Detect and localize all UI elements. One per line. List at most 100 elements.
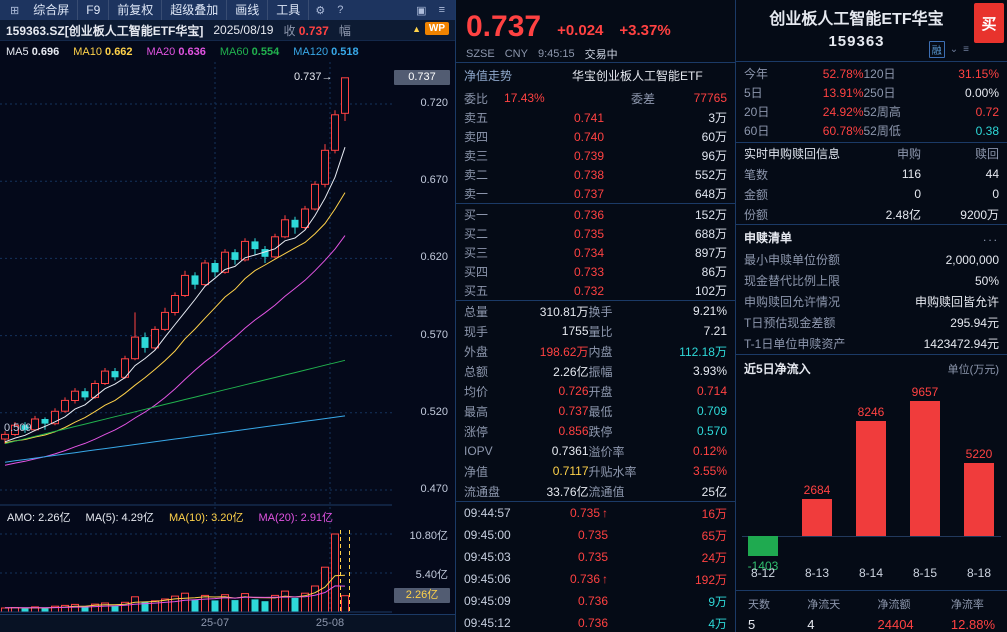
stat-value: 9.21% xyxy=(692,304,727,318)
perf-label: 52周低 xyxy=(863,124,901,138)
order-volume: 3万 xyxy=(708,111,727,125)
perf-label: 120日 xyxy=(863,67,896,81)
subscription-list-title: 申赎清单 xyxy=(744,230,793,245)
stock-code-label: 159363.SZ[创业板人工智能ETF华宝] xyxy=(6,23,204,38)
order-level-label: 卖五 xyxy=(464,111,489,125)
stat-value: 0.12% xyxy=(692,444,727,458)
netflow-value-label: 5220 xyxy=(965,447,993,461)
order-book-row[interactable]: 买二 0.735 688万 xyxy=(456,224,735,243)
order-price: 0.733 xyxy=(573,264,604,279)
menu-item-4[interactable]: 超级叠加 xyxy=(162,0,228,20)
quote-time: 9:45:15 xyxy=(537,48,575,60)
stats-row: IOPV 0.7361 溢价率 0.12% xyxy=(456,441,735,461)
order-book-row[interactable]: 买一 0.736 152万 xyxy=(456,205,735,224)
stat-label: IOPV xyxy=(464,444,493,458)
sublist-label: 最小申赎单位份额 xyxy=(744,253,841,267)
perf-value: 60.78% xyxy=(822,123,864,138)
menu-item-6[interactable]: 工具 xyxy=(268,0,310,20)
weicha-label: 委差 xyxy=(630,91,655,106)
order-volume: 60万 xyxy=(701,130,727,144)
order-book-row[interactable]: 买五 0.732 102万 xyxy=(456,281,735,300)
menu-item-3[interactable]: 前复权 xyxy=(109,0,163,20)
weibi-value: 17.43% xyxy=(504,91,545,105)
summary-column: 净流额 24404 xyxy=(878,596,914,632)
order-book-row[interactable]: 卖四 0.740 60万 xyxy=(456,127,735,146)
tick-time: 09:45:03 xyxy=(464,550,511,564)
summary-column: 净流天 4 xyxy=(807,596,840,632)
netflow-bar xyxy=(748,536,778,556)
perf-value: 31.15% xyxy=(958,66,999,81)
exchange-row: SZSE CNY 9:45:15 交易中 xyxy=(456,46,735,62)
redeem-value: 44 xyxy=(985,167,999,181)
arrow-up-icon: ▲ xyxy=(412,24,421,34)
wp-badge[interactable]: WP xyxy=(424,22,449,35)
stat-value: 33.76亿 xyxy=(546,484,589,499)
tick-price: 0.736 ↑ xyxy=(569,572,608,586)
layout-icon[interactable]: ▣ xyxy=(416,4,427,17)
tick-price: 0.736 xyxy=(577,616,608,630)
date-axis-label: 25-07 xyxy=(200,617,230,629)
sublist-value: 295.94元 xyxy=(950,316,999,330)
collapse-icon[interactable]: ⌄ xyxy=(949,44,959,55)
gear-icon[interactable]: ⚙ xyxy=(315,4,326,17)
netflow-category-label: 8-12 xyxy=(750,566,776,580)
stat-label: 涨停 xyxy=(464,424,489,439)
perf-value: 0.00% xyxy=(964,85,999,100)
order-book-row[interactable]: 卖一 0.737 648万 xyxy=(456,184,735,203)
ma-indicator-bar: MA5 0.696 MA10 0.662 MA20 0.636 MA60 0.554 M… xyxy=(0,41,455,62)
order-book-row[interactable]: 卖二 0.738 552万 xyxy=(456,165,735,184)
order-price: 0.736 xyxy=(573,207,604,222)
menu-bar: ⊞ 综合屏 F9 前复权 超级叠加 画线 工具 ⚙ ? ▣ ≡ xyxy=(0,0,455,20)
sublist-value: 2,000,000 xyxy=(945,252,999,267)
stat-value: 0.714 xyxy=(696,384,727,398)
order-price: 0.740 xyxy=(573,129,604,144)
ma-value: 0.636 xyxy=(178,45,206,58)
netflow-unit: 单位(万元) xyxy=(947,363,999,376)
order-book-row[interactable]: 卖三 0.739 96万 xyxy=(456,146,735,165)
help-icon[interactable]: ? xyxy=(337,4,344,16)
subscription-info-row: 金额 0 0 xyxy=(736,184,1007,204)
netflow-category-label: 8-13 xyxy=(804,566,830,580)
netflow-category-label: 8-15 xyxy=(912,566,938,580)
menu-item-2[interactable]: F9 xyxy=(78,0,110,20)
stat-label: 溢价率 xyxy=(588,444,625,459)
order-book-row[interactable]: 买三 0.734 897万 xyxy=(456,243,735,262)
more-menu-icon[interactable]: ≡ xyxy=(438,3,445,16)
stat-label: 流通盘 xyxy=(464,484,501,499)
order-volume: 897万 xyxy=(694,246,727,260)
menu-item-1[interactable]: 综合屏 xyxy=(25,0,79,20)
perf-value: 13.91% xyxy=(822,85,864,100)
stat-value: 0.856 xyxy=(558,424,589,438)
order-book-row[interactable]: 卖五 0.741 3万 xyxy=(456,108,735,127)
stat-label: 均价 xyxy=(464,384,489,399)
order-book-row[interactable]: 买四 0.733 86万 xyxy=(456,262,735,281)
subscription-info: 实时申购赎回信息 申购 赎回 笔数 116 44 金额 0 0 份额 2.48亿 9200万 xyxy=(736,142,1007,224)
sublist-label: T日预估现金差额 xyxy=(744,316,836,330)
volume-axis-label: 5.40亿 xyxy=(415,569,448,581)
sublist-value: 1423472.94元 xyxy=(923,337,999,351)
ma-label: MA10 xyxy=(73,45,106,58)
chart-date: 2025/08/19 xyxy=(213,23,274,37)
netflow-title: 近5日净流入 xyxy=(744,362,811,376)
stat-label: 量比 xyxy=(588,324,613,339)
tick-volume: 9万 xyxy=(708,594,727,609)
perf-label: 250日 xyxy=(863,86,896,100)
netflow-category-label: 8-14 xyxy=(858,566,884,580)
kline-chart[interactable]: 0.720 0.670 0.620 0.570 0.520 0.470 10.80亿 5.40… xyxy=(0,62,455,632)
time-sales-row: 09:45:00 0.735 65万 xyxy=(456,524,735,546)
tick-price: 0.735 ↑ xyxy=(569,506,608,520)
buy-button[interactable]: 买 xyxy=(974,3,1004,43)
perf-label: 52周高 xyxy=(863,105,901,119)
stat-value: 2.26亿 xyxy=(553,364,589,379)
subscription-info-title: 实时申购赎回信息 xyxy=(744,147,841,161)
time-sales-list[interactable]: 09:44:57 0.735 ↑ 16万 09:45:00 0.735 65万 09:45:0… xyxy=(456,501,735,632)
stat-value: 112.18万 xyxy=(679,344,727,359)
list-icon[interactable]: ≡ xyxy=(963,44,969,55)
stat-value: 0.709 xyxy=(696,404,727,418)
arrow-up-icon: ↑ xyxy=(602,572,608,586)
menu-item-5[interactable]: 画线 xyxy=(227,0,269,20)
nav-trend-tab[interactable]: 净值走势 xyxy=(464,69,513,83)
app-grid-icon[interactable]: ⊞ xyxy=(10,4,20,17)
security-name: 创业板人工智能ETF华宝 xyxy=(769,11,944,28)
more-button[interactable]: ... xyxy=(982,230,999,244)
